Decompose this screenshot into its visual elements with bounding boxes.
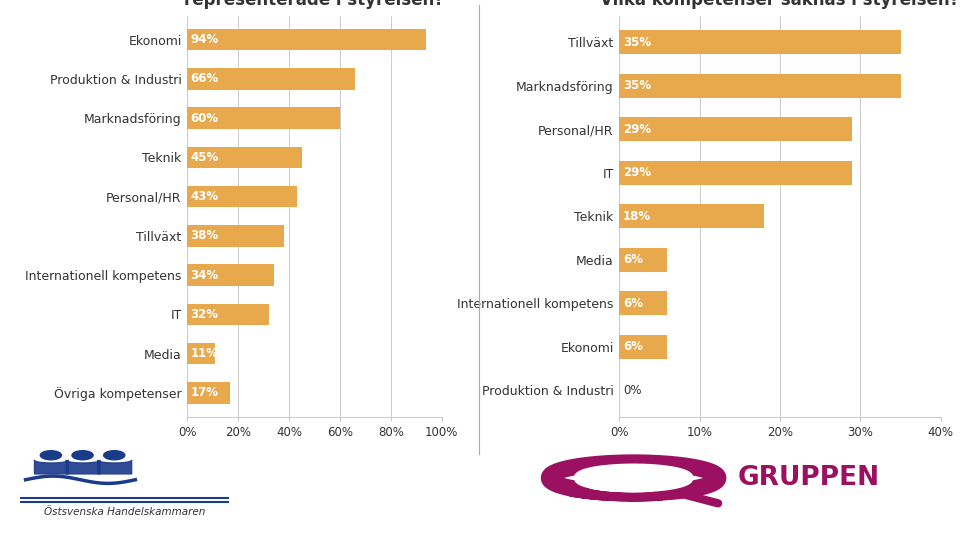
Bar [619, 248, 667, 272]
Circle shape [72, 451, 93, 460]
Text: 29%: 29% [623, 166, 651, 179]
Bar [619, 205, 764, 228]
Text: 29%: 29% [623, 123, 651, 136]
Text: 45%: 45% [190, 151, 219, 164]
Bar [187, 29, 426, 50]
Bar [619, 117, 852, 141]
Text: 17%: 17% [190, 387, 218, 399]
Title: Vilka kompetenser saknas i styrelsen?: Vilka kompetenser saknas i styrelsen? [600, 0, 960, 9]
Text: 35%: 35% [623, 36, 651, 49]
Circle shape [104, 451, 125, 460]
Bar [619, 30, 900, 54]
Text: 43%: 43% [190, 190, 218, 203]
Text: 6%: 6% [623, 297, 643, 310]
Bar [187, 146, 301, 168]
Bar [619, 161, 852, 185]
Circle shape [40, 451, 61, 460]
Text: 38%: 38% [190, 230, 218, 242]
Bar [187, 304, 269, 325]
Bar [187, 186, 297, 207]
Bar [187, 107, 340, 129]
Text: Östsvenska Handelskammaren: Östsvenska Handelskammaren [44, 507, 205, 516]
Bar [187, 225, 284, 247]
Text: 34%: 34% [190, 269, 218, 281]
Text: 18%: 18% [623, 210, 651, 223]
Bar [619, 74, 900, 98]
Text: 66%: 66% [190, 72, 219, 85]
Text: 6%: 6% [623, 340, 643, 354]
Bar [619, 292, 667, 315]
Text: 35%: 35% [623, 79, 651, 92]
Bar [187, 382, 230, 404]
Text: 94%: 94% [190, 33, 219, 46]
Text: 6%: 6% [623, 253, 643, 266]
Text: 11%: 11% [190, 347, 218, 360]
Text: 32%: 32% [190, 308, 218, 321]
Bar [619, 335, 667, 359]
Bar [187, 343, 215, 365]
Title: Vilka kompetenser har ni
representerade i styrelsen?: Vilka kompetenser har ni representerade … [184, 0, 444, 9]
Bar [187, 264, 274, 286]
Text: 60%: 60% [190, 112, 218, 124]
Text: 0%: 0% [623, 384, 641, 397]
Bar [187, 68, 355, 90]
Text: GRUPPEN: GRUPPEN [737, 465, 879, 491]
